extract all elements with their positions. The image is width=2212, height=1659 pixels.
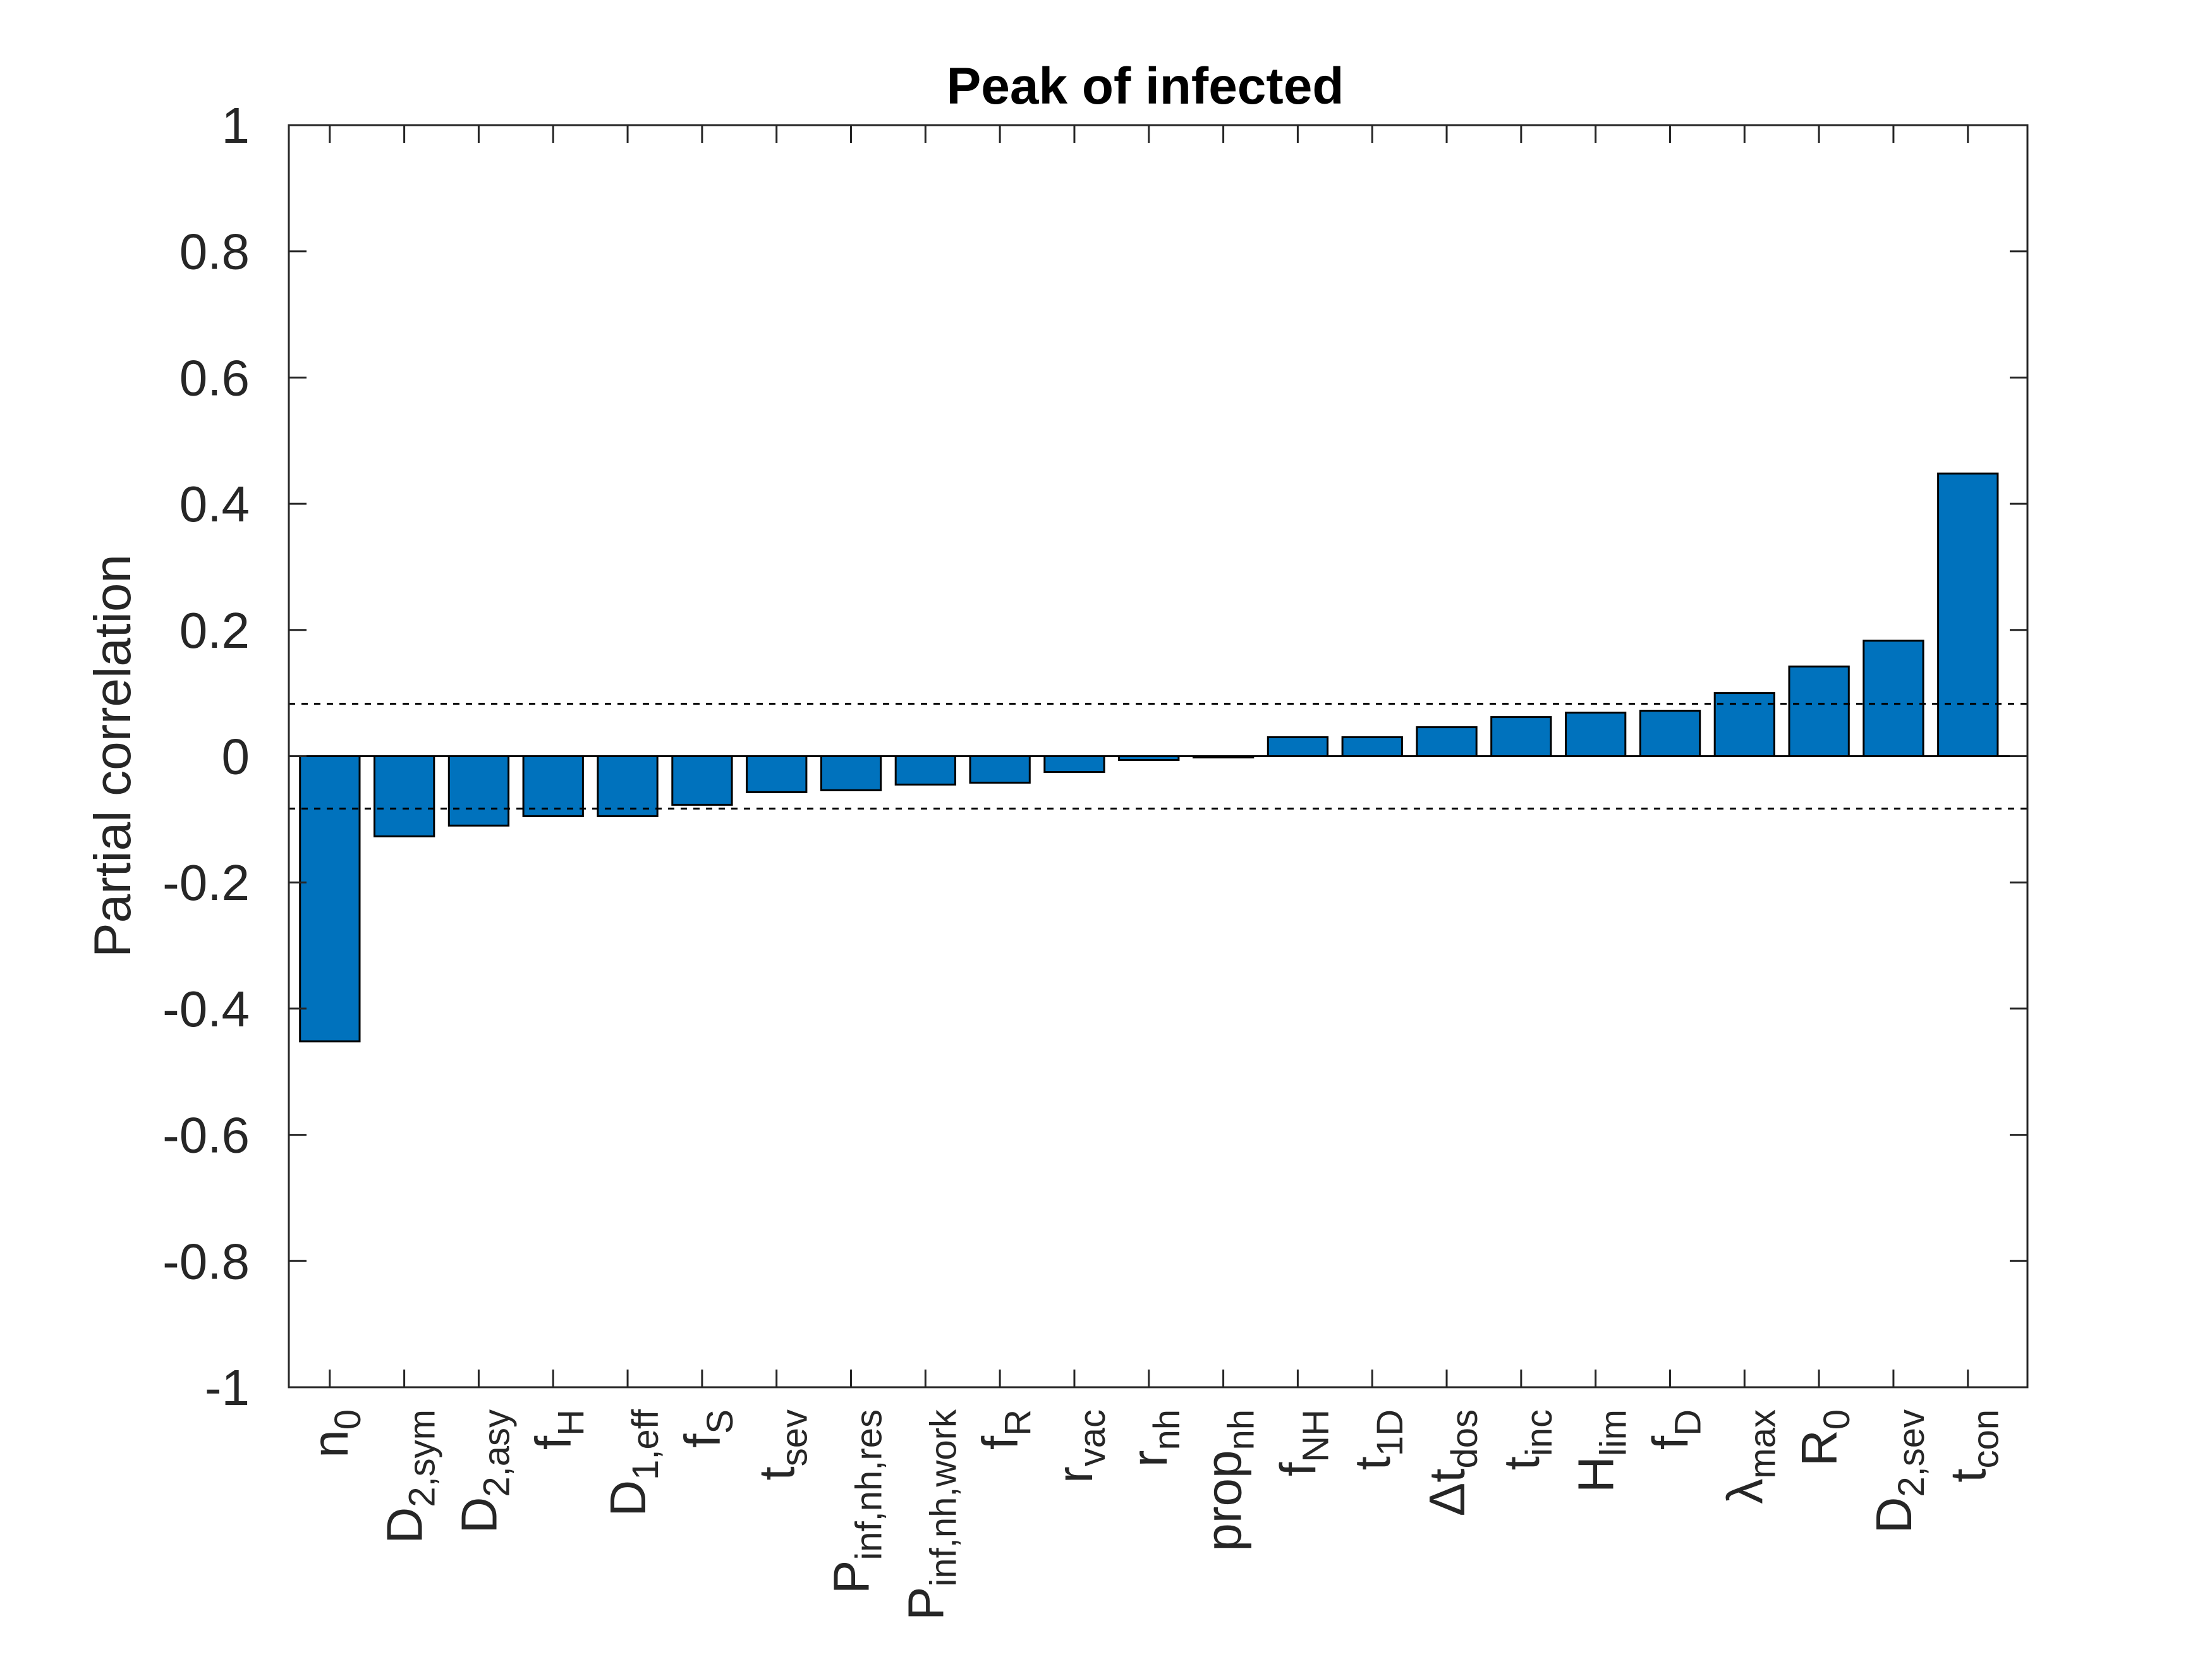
bar-4 [597,755,659,817]
x-tick-label: rnh [1121,1409,1188,1467]
bar-0 [299,755,361,1043]
x-tick-label: fS [674,1409,741,1448]
y-axis-label: Partial correlation [84,554,142,957]
x-tick-label: fH [525,1409,592,1450]
bar-16 [1490,716,1552,757]
x-tick-label: Pinf,nh,res [823,1409,890,1594]
bar-2 [447,755,510,827]
y-tick-label: 0.6 [179,349,250,406]
x-tick-label: D1,eff [600,1409,666,1516]
x-tick-label: tcon [1940,1409,2007,1483]
x-tick-label: rvac [1047,1409,1113,1483]
y-tick-label: -0.4 [162,981,250,1037]
y-tick-label: -0.2 [162,854,250,911]
bar-14 [1341,736,1403,757]
y-axis-ticks: -1 -0.8 -0.6 -0.4 -0.2 0 0.2 0.4 0.6 0.8 1 [162,97,2027,1416]
x-tick-label: D2,sym [377,1409,443,1543]
bar-15 [1416,726,1478,757]
bar-18 [1639,710,1701,757]
bar-9 [969,755,1031,784]
bar-17 [1565,712,1627,757]
y-tick-label: -1 [205,1359,250,1416]
x-tick-label: tinc [1493,1409,1560,1470]
x-tick-label: λmax [1717,1409,1783,1504]
x-tick-label: propnh [1196,1409,1262,1552]
x-tick-label: tsev [749,1409,815,1481]
x-tick-label: R0 [1791,1409,1857,1466]
y-tick-label: 0.4 [179,476,250,532]
bar-20 [1788,665,1850,757]
x-tick-label: D2,sev [1866,1409,1932,1533]
x-tick-label: n0 [302,1409,368,1458]
x-tick-label: fR [972,1409,1038,1450]
x-tick-label: Pinf,nh,work [897,1409,964,1620]
bar-1 [374,755,435,837]
chart-title: Peak of infected [947,58,1344,115]
y-tick-label: -0.8 [162,1233,250,1289]
bar-series [299,472,1999,1043]
x-tick-label: Δtdos [1419,1409,1485,1516]
x-tick-label: D2,asy [451,1409,517,1533]
bar-21 [1863,640,1924,757]
bar-10 [1043,755,1105,773]
y-tick-label: 0.2 [179,602,250,659]
y-tick-label: 0 [222,729,250,785]
x-tick-label: t1D [1344,1409,1411,1470]
x-tick-label: Hlim [1568,1409,1634,1493]
bar-6 [746,755,808,793]
x-tick-label: fNH [1270,1409,1336,1476]
y-tick-label: -0.6 [162,1107,250,1164]
y-tick-label: 0.8 [179,224,250,280]
bar-7 [820,755,882,791]
bar-13 [1267,736,1329,757]
bar-22 [1937,472,1999,757]
bar-3 [522,755,584,817]
axes [288,124,2029,1389]
x-tick-label: fD [1643,1409,1709,1450]
bar-5 [671,755,733,806]
bar-19 [1713,692,1775,757]
y-tick-label: 1 [222,97,250,154]
bar-8 [894,755,956,786]
